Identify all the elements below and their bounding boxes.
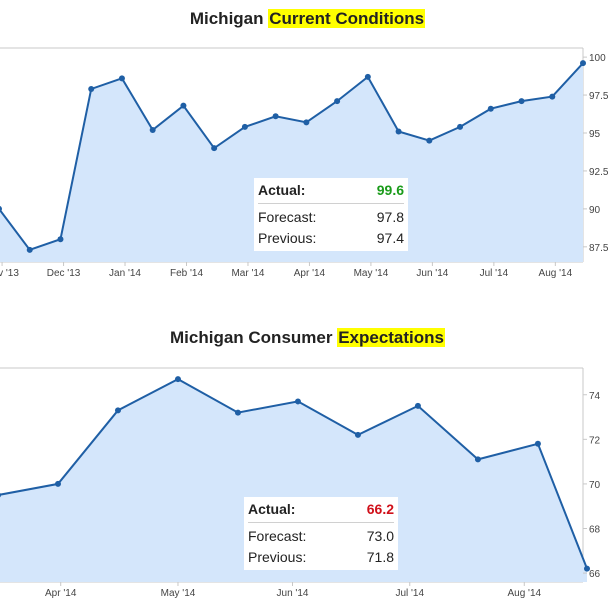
chart-current-conditions: 87.5 90 92.5 95 97.5 100 Nov '13 Dec '13 Jan '14… [0,47,609,279]
series-line [0,62,584,252]
y-tick-label: 70 [589,480,601,491]
x-tick-label: Jul '14 [395,588,424,599]
y-tick-label: 87.5 [589,243,609,254]
x-tick-label: Jun '14 [416,268,448,279]
x-tick-label: May '14 [161,588,196,599]
x-tick-label: Aug '14 [507,588,541,599]
forecast-label: Forecast: [258,209,317,225]
data-point [174,376,181,383]
data-point [57,236,64,243]
data-point [0,206,2,212]
chart-title-current-conditions: Michigan Current Conditions [0,9,615,29]
data-point [364,73,371,80]
y-tick-label: 92.5 [589,167,609,178]
chart-title-consumer-expectations: Michigan Consumer Expectations [0,328,615,348]
x-tick-label: Aug '14 [539,268,573,279]
data-point [584,565,590,572]
actual-label: Actual: [248,501,296,517]
info-box-current-conditions: Actual: 99.6 Forecast: 97.8 Previous: 97… [254,178,408,251]
previous-value: 97.4 [376,230,404,246]
data-point [580,60,586,67]
previous-row: Previous: 97.4 [258,228,404,249]
data-point [487,105,494,112]
previous-row: Previous: 71.8 [248,547,394,568]
forecast-label: Forecast: [248,528,307,544]
series-area [0,63,583,262]
title-prefix: Michigan [189,9,269,28]
data-point [88,85,95,92]
data-point [114,407,121,414]
data-point [395,128,402,135]
data-point [234,409,241,416]
y-tick-label: 68 [589,525,601,536]
data-point [303,119,310,126]
data-point [180,102,187,109]
data-point [549,93,556,100]
x-tick-label: Dec '13 [47,268,81,279]
y-tick-label: 90 [589,205,601,216]
actual-row: Actual: 66.2 [248,499,394,523]
y-tick-label: 95 [589,129,601,140]
data-point [334,98,341,105]
data-point [354,431,361,438]
data-point [0,492,1,498]
data-point [426,137,433,144]
actual-value: 99.6 [376,182,404,198]
x-tick-label: Mar '14 [231,268,264,279]
title-highlight: Expectations [337,328,445,347]
x-tick-label: Apr '14 [45,588,77,599]
data-point [534,440,541,447]
x-tick-label: Nov '13 [0,268,19,279]
y-tick-label: 97.5 [589,91,609,102]
x-tick-label: Apr '14 [294,268,326,279]
x-tick-label: Feb '14 [170,268,203,279]
data-point [149,126,156,133]
y-tick-label: 66 [589,569,601,580]
data-point [414,402,421,409]
y-tick-label: 72 [589,435,601,446]
y-tick-label: 74 [589,391,601,402]
data-point [26,246,33,253]
data-point [211,145,218,152]
previous-value: 71.8 [366,549,394,565]
actual-row: Actual: 99.6 [258,180,404,204]
series-area [0,379,587,582]
forecast-row: Forecast: 73.0 [248,526,394,547]
forecast-value: 73.0 [366,528,394,544]
data-point [518,98,525,105]
data-point [118,75,125,82]
previous-label: Previous: [258,230,317,246]
title-prefix: Michigan Consumer [170,328,338,347]
forecast-row: Forecast: 97.8 [258,207,404,228]
forecast-value: 97.8 [376,209,404,225]
actual-label: Actual: [258,182,306,198]
actual-value: 66.2 [366,501,394,517]
x-tick-label: Jul '14 [480,268,509,279]
data-point [241,123,248,130]
previous-label: Previous: [248,549,307,565]
data-point [474,456,481,463]
info-box-consumer-expectations: Actual: 66.2 Forecast: 73.0 Previous: 71… [244,497,398,570]
x-tick-label: May '14 [354,268,389,279]
data-point [294,398,301,405]
data-point [54,480,61,487]
data-point [457,123,464,130]
x-tick-label: Jan '14 [109,268,141,279]
y-tick-label: 100 [589,53,606,64]
data-point [272,113,279,120]
title-highlight: Current Conditions [268,9,426,28]
x-tick-label: Jun '14 [277,588,309,599]
